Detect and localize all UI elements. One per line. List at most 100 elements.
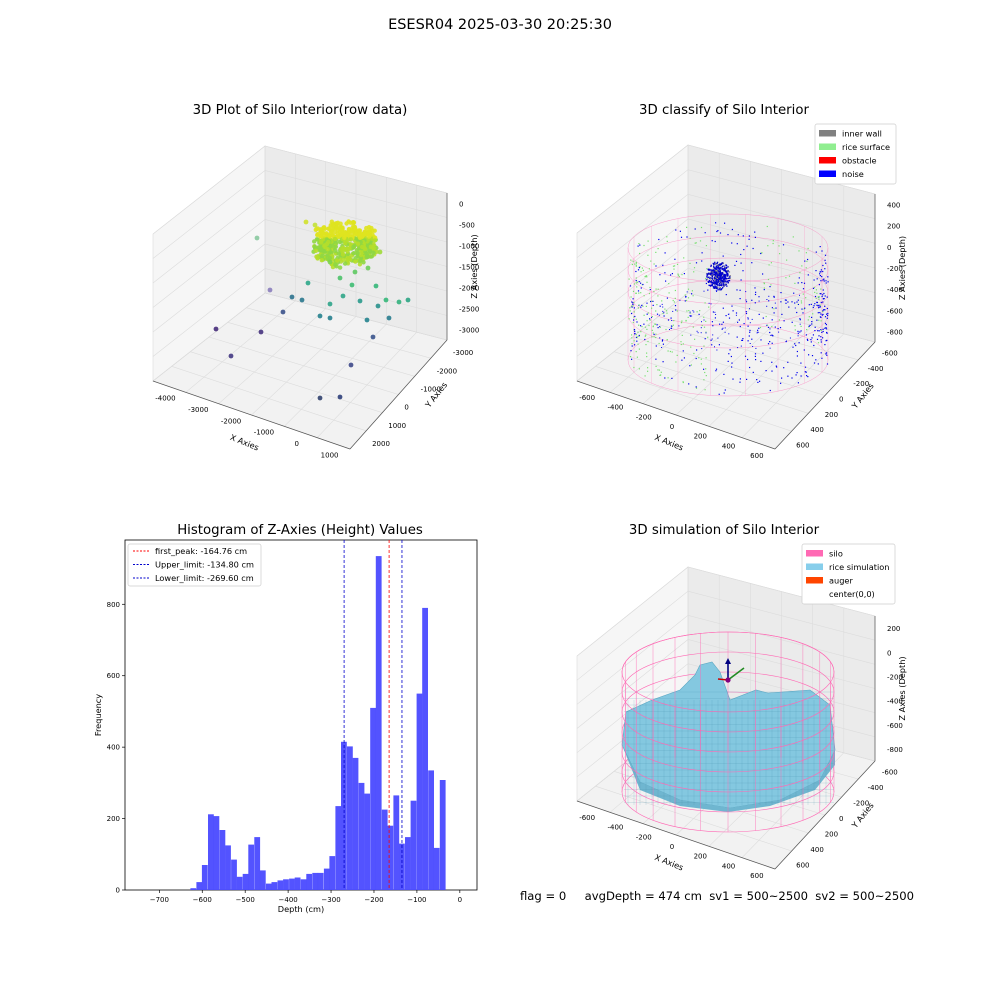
noise-point <box>799 294 800 296</box>
classified-point <box>773 312 775 314</box>
classified-point <box>649 319 651 321</box>
classified-point <box>678 276 680 278</box>
classified-point <box>740 279 742 281</box>
classified-point <box>727 360 729 362</box>
classified-point <box>644 375 646 377</box>
legend-frame <box>801 543 896 605</box>
classified-point <box>687 297 690 299</box>
legend-entry: silo <box>829 549 843 559</box>
noise-cluster-point <box>715 280 717 283</box>
y-tick-label: -1000 <box>421 385 441 393</box>
classified-point <box>676 263 679 265</box>
classified-point <box>653 336 655 338</box>
scatter-point <box>367 248 373 253</box>
classified-point <box>631 337 633 339</box>
classified-point <box>722 321 724 323</box>
noise-cluster-point <box>721 280 723 282</box>
classified-point <box>815 251 817 253</box>
scatter-point <box>372 238 377 243</box>
classified-point <box>647 312 649 314</box>
classified-point <box>714 317 716 319</box>
classified-point <box>635 262 637 264</box>
noise-cluster-point <box>712 262 714 265</box>
noise-cluster-point <box>718 281 720 283</box>
classified-point <box>652 325 654 327</box>
classified-point <box>794 282 796 284</box>
noise-cluster-point <box>720 285 723 287</box>
noise-cluster-point <box>712 274 714 276</box>
x-tick-label: −700 <box>150 896 169 904</box>
x-tick-label: 200 <box>694 853 707 861</box>
classified-point <box>820 329 822 331</box>
classified-point <box>755 359 757 361</box>
classified-point <box>768 264 770 266</box>
histogram-bar <box>387 825 394 890</box>
noise-cluster-point <box>726 280 729 283</box>
noise-cluster-point <box>718 276 720 278</box>
classified-point <box>643 295 645 297</box>
classified-point <box>674 305 677 307</box>
classified-point <box>823 280 825 282</box>
noise-cluster-point <box>715 276 717 278</box>
classified-point <box>683 357 685 359</box>
classified-point <box>676 354 678 356</box>
classified-point <box>796 372 798 374</box>
legend-swatch <box>806 577 823 584</box>
classified-point <box>724 389 726 391</box>
classified-point <box>820 313 822 315</box>
noise-cluster-point <box>714 275 716 277</box>
noise-cluster-point <box>716 274 718 276</box>
noise-cluster-point <box>708 279 711 282</box>
classified-point <box>701 260 703 262</box>
classified-point <box>643 244 645 247</box>
scatter-point <box>344 221 349 226</box>
classified-point <box>747 325 749 327</box>
noise-cluster-point <box>715 266 717 268</box>
classified-point <box>746 378 748 380</box>
classified-point <box>696 311 698 313</box>
classified-point <box>793 292 795 294</box>
noise-point <box>766 324 768 326</box>
classified-point <box>641 304 643 306</box>
classified-point <box>799 318 801 320</box>
classified-point <box>650 260 652 262</box>
classified-point <box>718 393 720 395</box>
classified-point <box>812 306 814 309</box>
classified-point <box>815 297 817 299</box>
classified-point <box>803 349 805 351</box>
histogram-bar <box>294 877 301 890</box>
noise-point <box>690 334 692 336</box>
z-tick-label: -1000 <box>459 243 479 251</box>
classified-point <box>636 340 638 342</box>
noise-point <box>717 337 719 339</box>
classified-point <box>638 348 640 350</box>
classified-point <box>659 305 661 307</box>
histogram-bar <box>300 879 307 890</box>
classified-point <box>791 377 793 379</box>
classified-point <box>660 371 662 373</box>
classified-point <box>826 352 828 354</box>
noise-cluster-point <box>720 275 722 277</box>
classified-point <box>788 306 790 308</box>
scatter-point <box>317 395 323 401</box>
z-tick-label: 0 <box>887 244 891 252</box>
noise-cluster-point <box>715 271 718 273</box>
noise-cluster-point <box>708 276 710 278</box>
classified-point <box>659 374 661 376</box>
noise-cluster-point <box>714 277 716 279</box>
legend-frame <box>127 543 262 587</box>
classified-point <box>795 344 797 347</box>
classified-point <box>631 358 633 360</box>
classified-point <box>741 339 744 341</box>
classified-point <box>754 236 756 238</box>
x-tick-label: -1000 <box>254 429 274 437</box>
z-axis-label: Z Axies (Depth) <box>897 236 907 300</box>
noise-point <box>690 315 691 317</box>
noise-cluster-point <box>715 283 718 285</box>
noise-cluster-point <box>726 266 728 269</box>
noise-cluster-point <box>716 283 718 285</box>
noise-cluster-point <box>717 270 719 272</box>
classified-point <box>684 294 686 296</box>
classified-point <box>704 302 706 304</box>
